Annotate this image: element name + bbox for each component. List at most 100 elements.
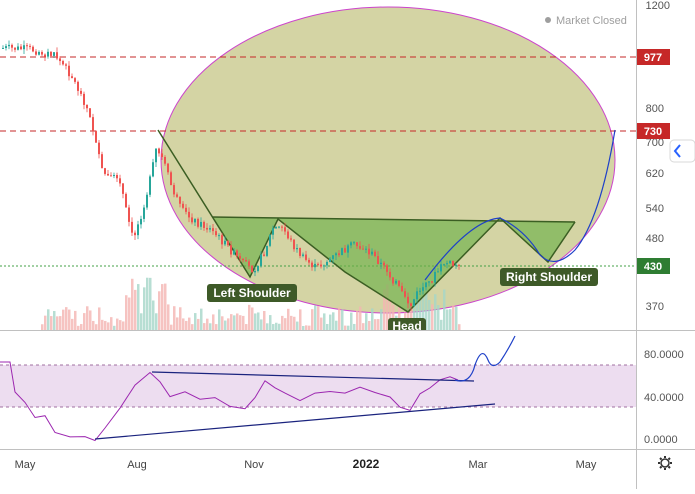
volume-bar [53, 311, 56, 330]
collapse-panel-button[interactable] [669, 139, 695, 163]
volume-bar [155, 313, 158, 330]
candle-body [290, 238, 292, 240]
volume-bar [218, 309, 221, 330]
candle-body [17, 46, 19, 50]
volume-bar [212, 314, 215, 330]
candle-body [74, 78, 76, 82]
volume-bar [110, 317, 113, 330]
rsi-projection-path[interactable] [454, 335, 516, 382]
market-status-text: Market Closed [556, 15, 627, 27]
volume-bar [425, 274, 428, 330]
volume-bar [206, 318, 209, 330]
volume-bar [50, 316, 53, 330]
candle-body [38, 51, 40, 55]
volume-bar [275, 322, 278, 330]
volume-bar [287, 308, 290, 330]
price-axis[interactable]: 1200 800 700 620 540 480 370 977 730 430 [636, 0, 695, 489]
candle-body [404, 291, 406, 297]
candle-body [185, 207, 187, 212]
volume-bar [251, 307, 254, 330]
volume-bar [179, 307, 182, 330]
candle-body [314, 263, 316, 268]
volume-bar [140, 313, 143, 330]
head-and-shoulders-area[interactable] [158, 130, 575, 312]
candle-body [101, 154, 103, 169]
volume-bar [272, 324, 275, 330]
candle-body [89, 108, 91, 118]
volume-bar [71, 318, 74, 330]
rsi-axis[interactable]: 80.0000 40.0000 0.0000 [644, 349, 684, 446]
price-tick: 1200 [646, 0, 670, 12]
gear-icon [660, 458, 670, 468]
svg-text:430: 430 [644, 261, 662, 273]
volume-bar [83, 313, 86, 330]
candle-body [5, 46, 7, 48]
settings-button[interactable] [658, 456, 672, 470]
candle-body [335, 253, 337, 256]
candle-body [32, 46, 34, 52]
candle-body [236, 250, 238, 256]
candle-body [179, 196, 181, 204]
volume-bar [128, 297, 131, 330]
candle-body [248, 261, 250, 266]
volume-bar [134, 289, 137, 330]
volume-bar [302, 325, 305, 330]
volume-bar [107, 322, 110, 330]
chevron-left-icon [673, 144, 681, 158]
volume-bar [254, 313, 257, 330]
volume-bar [104, 320, 107, 330]
rsi-line[interactable] [0, 361, 459, 442]
candle-body [77, 81, 79, 91]
candle-body [398, 280, 400, 286]
volume-bar [233, 315, 236, 330]
candle-body [140, 218, 142, 225]
volume-bar [185, 320, 188, 330]
price-tick: 700 [646, 137, 664, 149]
volume-bar [350, 312, 353, 330]
candle-body [446, 263, 448, 265]
right-shoulder-label[interactable]: Right Shoulder [500, 268, 598, 286]
candle-body [347, 245, 349, 253]
candle-body [371, 251, 373, 255]
candle-body [62, 61, 64, 65]
volume-bar [299, 309, 302, 330]
candle-body [41, 51, 43, 55]
neckline[interactable] [211, 216, 576, 223]
left-shoulder-label[interactable]: Left Shoulder [207, 284, 297, 302]
volume-bar [338, 307, 341, 330]
candle-body [98, 142, 100, 155]
volume-bar [221, 316, 224, 330]
volume-bar [164, 283, 167, 330]
candle-body [425, 282, 427, 288]
candle-body [326, 261, 328, 266]
candle-body [161, 153, 163, 158]
volume-bar [143, 287, 146, 330]
time-label: Aug [127, 459, 147, 471]
candle-body [281, 226, 283, 228]
volume-bar [95, 324, 98, 330]
time-axis[interactable]: May Aug Nov 2022 Mar May [15, 457, 597, 471]
candle-body [251, 265, 253, 273]
projection-path[interactable] [424, 129, 616, 281]
volume-bar [353, 323, 356, 330]
rsi-support-trendline[interactable] [94, 403, 496, 440]
volume-bar [458, 324, 461, 330]
candle-body [200, 221, 202, 227]
candle-body [272, 228, 274, 235]
candle-body [341, 248, 343, 256]
candle-body [113, 174, 115, 177]
volume-bar [392, 304, 395, 330]
candle-body [275, 226, 277, 229]
candle-body [434, 271, 436, 283]
candle-body [119, 178, 121, 184]
candle-body [287, 231, 289, 239]
volume-bar [386, 284, 389, 330]
time-label: Mar [469, 459, 488, 471]
volume-bar [101, 319, 104, 330]
volume-bar [68, 309, 71, 330]
candle-body [125, 193, 127, 208]
candle-body [332, 255, 334, 259]
rsi-resistance-trendline[interactable] [151, 371, 475, 382]
volume-bar [236, 313, 239, 330]
